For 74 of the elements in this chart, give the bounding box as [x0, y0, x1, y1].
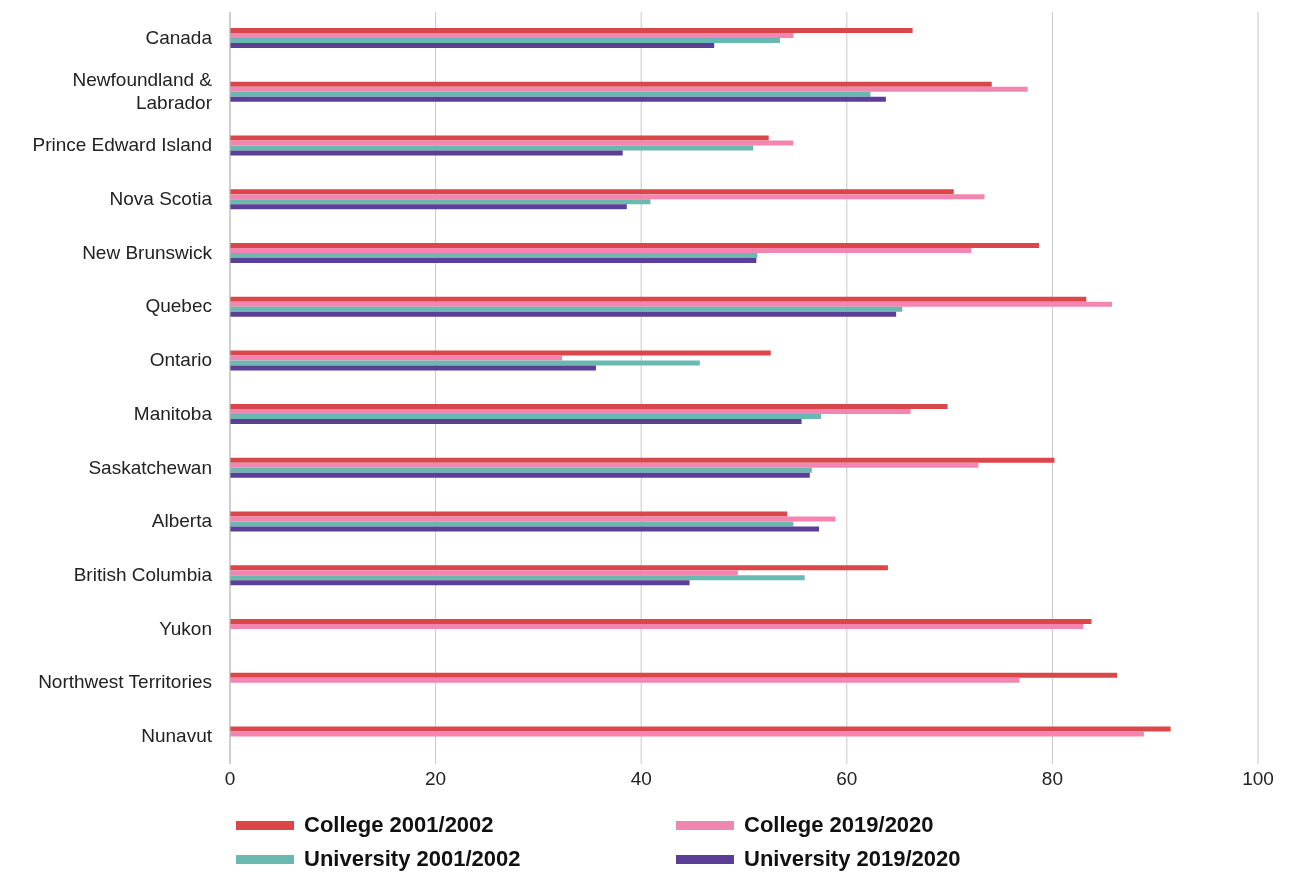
bar: [230, 516, 836, 522]
bar: [230, 247, 972, 253]
bar: [230, 28, 913, 34]
y-tick-label: Ontario: [149, 349, 212, 371]
y-tick-label: New Brunswick: [82, 241, 213, 263]
y-tick-label: Northwest Territories: [38, 671, 212, 693]
bar: [230, 135, 769, 141]
bar: [230, 91, 871, 97]
bar: [230, 409, 911, 415]
bar: [230, 672, 1118, 678]
bar: [230, 150, 623, 156]
bar: [230, 365, 596, 371]
bar: [230, 306, 903, 312]
bar: [230, 43, 715, 49]
bar: [230, 526, 820, 532]
y-tick-label: Canada: [145, 26, 213, 48]
y-tick-label: Newfoundland & Labrador: [72, 69, 213, 114]
bar: [230, 96, 886, 102]
bar: [230, 189, 954, 195]
x-tick-label: 20: [425, 768, 447, 790]
bar: [230, 145, 754, 151]
y-tick-label: Quebec: [145, 295, 212, 317]
bar: [230, 677, 1020, 683]
bar: [230, 726, 1171, 732]
bar: [230, 570, 738, 576]
bar: [230, 242, 1040, 248]
x-tick-label: 40: [630, 768, 652, 790]
bar: [230, 618, 1092, 624]
legend-label: College 2001/2002: [304, 812, 494, 838]
bar: [230, 355, 563, 361]
bar: [230, 731, 1144, 737]
bar: [230, 414, 822, 420]
bar: [230, 140, 794, 146]
bar: [230, 257, 757, 263]
legend-label: College 2019/2020: [744, 812, 934, 838]
bar: [230, 199, 651, 205]
bar: [230, 521, 794, 527]
bar: [230, 81, 992, 87]
bar: [230, 360, 700, 366]
legend-label: University 2019/2020: [744, 846, 961, 872]
y-tick-label: Prince Edward Island: [32, 134, 212, 156]
y-tick-label: Nunavut: [141, 725, 213, 747]
bar: [230, 462, 979, 468]
y-tick-label: Saskatchewan: [88, 456, 212, 478]
x-tick-label: 0: [224, 768, 236, 790]
bar: [230, 86, 1028, 92]
bar: [230, 565, 888, 571]
bar: [230, 33, 794, 39]
bar: [230, 419, 802, 425]
bar: [230, 296, 1087, 302]
bar: [230, 511, 788, 517]
y-tick-label: Alberta: [151, 510, 213, 532]
bar: [230, 404, 948, 410]
x-tick-label: 80: [1041, 768, 1063, 790]
bar: [230, 204, 627, 210]
bar: [230, 194, 985, 200]
bar: [230, 575, 805, 581]
bar: [230, 350, 771, 356]
bar: [230, 472, 810, 478]
bar: [230, 457, 1055, 463]
y-tick-label: Manitoba: [133, 402, 213, 424]
bar: [230, 311, 897, 317]
y-tick-label: Yukon: [159, 617, 212, 639]
bar: [230, 580, 690, 586]
bar: [230, 38, 780, 44]
x-tick-label: 60: [836, 768, 858, 790]
x-tick-label: 100: [1242, 768, 1274, 790]
y-tick-label: British Columbia: [73, 564, 213, 586]
y-tick-label: Nova Scotia: [109, 188, 213, 210]
bar: [230, 467, 812, 473]
bar: [230, 252, 758, 258]
bar: [230, 623, 1084, 629]
legend-label: University 2001/2002: [304, 846, 521, 872]
bar: [230, 301, 1113, 307]
